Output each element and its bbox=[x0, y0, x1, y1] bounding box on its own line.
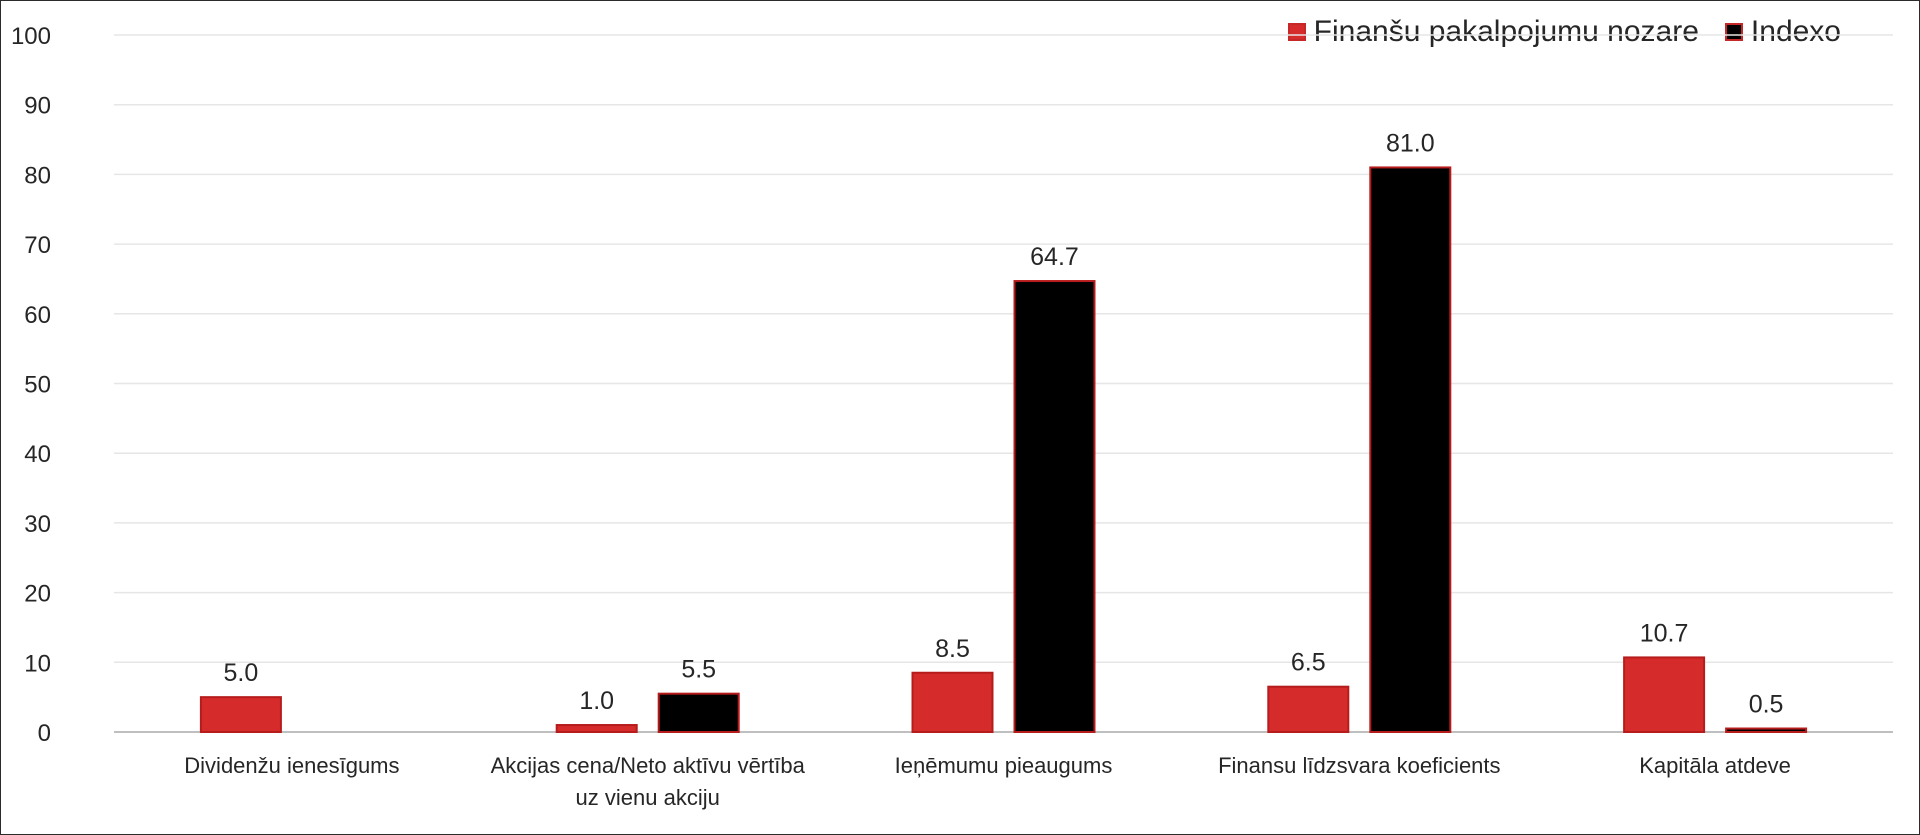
x-tick-label: Kapitāla atdeve bbox=[1639, 753, 1791, 778]
data-label: 1.0 bbox=[579, 687, 614, 715]
bar-indexo bbox=[1725, 727, 1808, 734]
y-tick-label: 70 bbox=[24, 232, 51, 259]
bar-indexo bbox=[657, 692, 740, 733]
x-tick-label: Dividenžu ienesīgums bbox=[184, 753, 399, 778]
y-tick-label: 90 bbox=[24, 93, 51, 120]
bar-finansu-pakalpojumu-nozare bbox=[1623, 656, 1706, 734]
y-tick-label: 20 bbox=[24, 581, 51, 608]
x-tick-label: Finansu līdzsvara koeficients bbox=[1218, 753, 1500, 778]
y-tick-label: 50 bbox=[24, 372, 51, 399]
y-tick-label: 100 bbox=[11, 23, 51, 50]
y-tick-label: 40 bbox=[24, 441, 51, 468]
legend-label-finansu-pakalpojumu-nozare: Finanšu pakalpojumu nozare bbox=[1313, 15, 1699, 48]
y-tick-label: 60 bbox=[24, 302, 51, 329]
data-label: 6.5 bbox=[1291, 649, 1326, 677]
legend: Finanšu pakalpojumu nozare Indexo bbox=[1287, 15, 1841, 49]
bar-indexo bbox=[1369, 166, 1452, 733]
bar-finansu-pakalpojumu-nozare bbox=[555, 724, 638, 734]
legend-label-indexo: Indexo bbox=[1750, 15, 1841, 48]
legend-swatch-black bbox=[1724, 23, 1743, 41]
x-tick-label: uz vienu akciju bbox=[576, 785, 720, 810]
y-tick-label: 30 bbox=[24, 511, 51, 538]
data-label: 5.5 bbox=[681, 656, 716, 684]
legend-item-indexo: Indexo bbox=[1724, 15, 1841, 49]
data-label: 81.0 bbox=[1386, 129, 1435, 157]
data-label: 0.5 bbox=[1749, 691, 1784, 719]
bar-finansu-pakalpojumu-nozare bbox=[911, 671, 994, 734]
y-tick-label: 80 bbox=[24, 162, 51, 189]
x-tick-label: Ieņēmumu pieaugums bbox=[895, 753, 1113, 778]
data-label: 10.7 bbox=[1640, 619, 1689, 647]
y-tick-label: 10 bbox=[24, 650, 51, 677]
legend-swatch-red bbox=[1287, 23, 1306, 41]
bar-finansu-pakalpojumu-nozare bbox=[199, 696, 282, 734]
bar-indexo bbox=[1013, 280, 1096, 733]
data-label: 64.7 bbox=[1030, 243, 1079, 271]
data-label: 8.5 bbox=[935, 635, 970, 663]
bar-finansu-pakalpojumu-nozare bbox=[1267, 685, 1350, 734]
y-tick-label: 0 bbox=[38, 720, 51, 747]
x-tick-label: Akcijas cena/Neto aktīvu vērtība bbox=[491, 753, 806, 778]
data-label: 5.0 bbox=[224, 659, 259, 687]
legend-item-finansu-pakalpojumu-nozare: Finanšu pakalpojumu nozare bbox=[1287, 15, 1699, 49]
